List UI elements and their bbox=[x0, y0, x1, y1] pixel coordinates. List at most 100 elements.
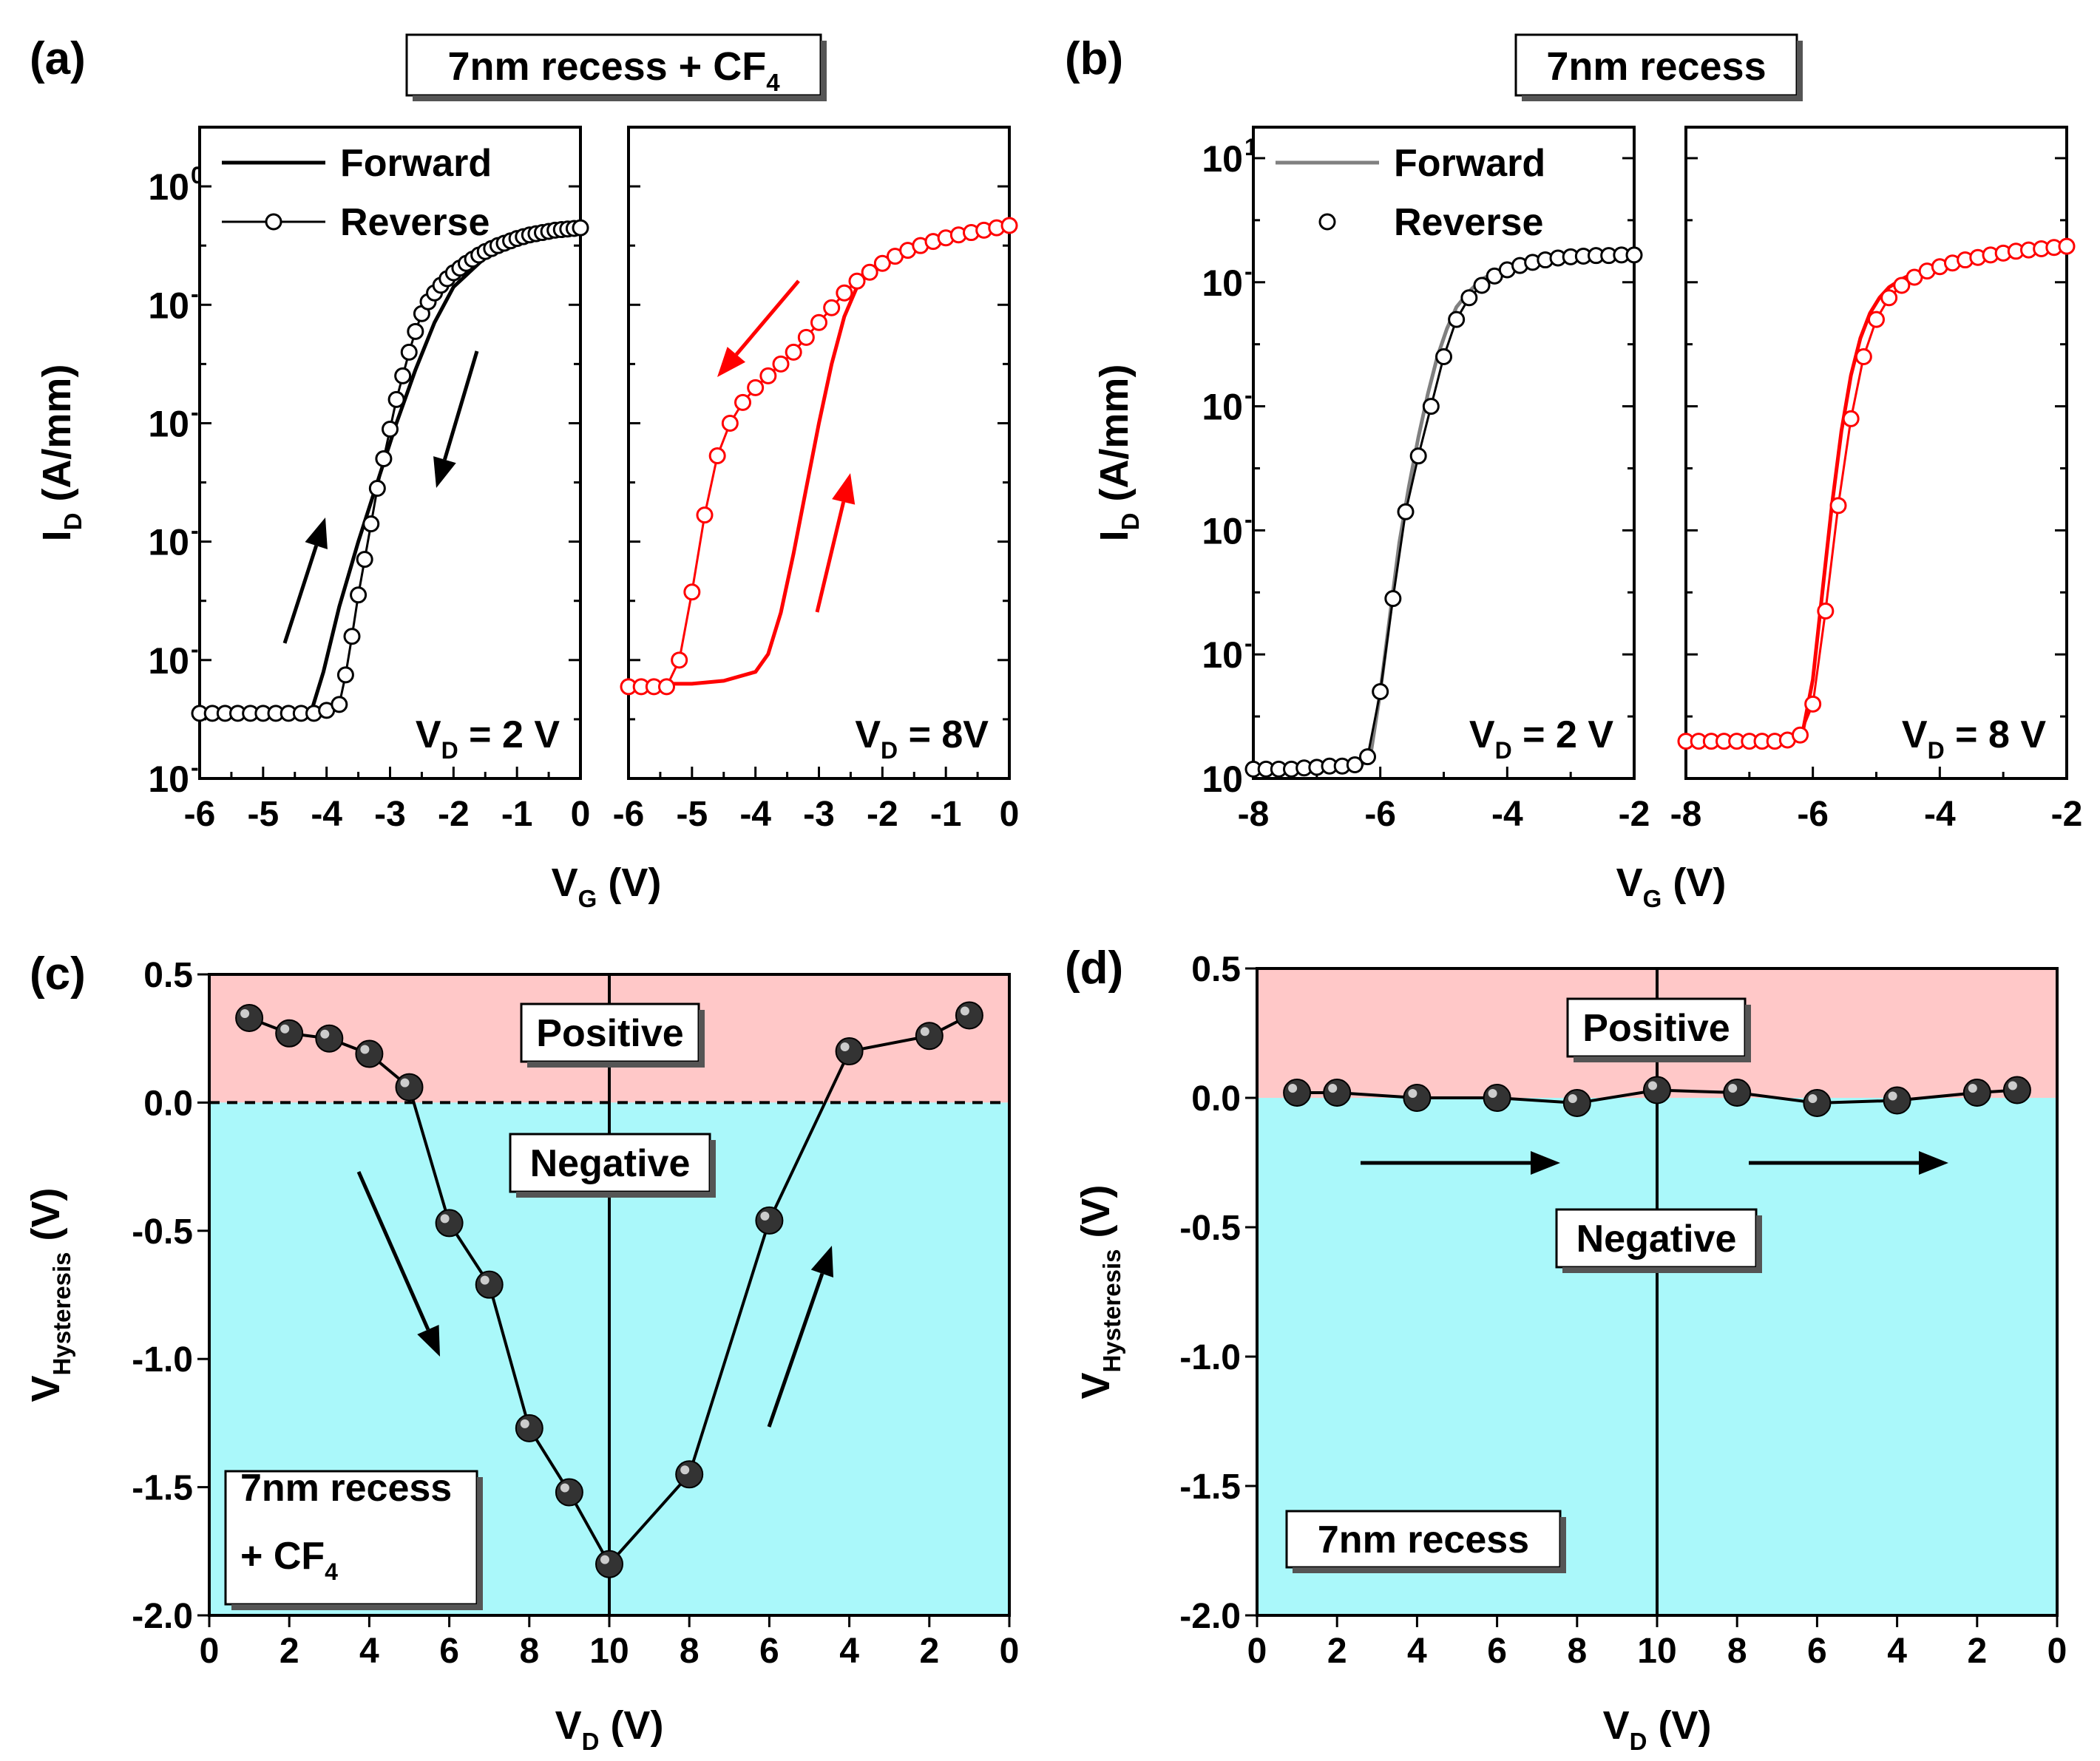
x-tick-label-b1: -8 bbox=[1670, 795, 1702, 834]
y-tick-label-c: -1.0 bbox=[132, 1340, 193, 1380]
reverse-marker bbox=[375, 450, 393, 468]
x-tick-label-d: 6 bbox=[1487, 1632, 1507, 1671]
reverse-marker bbox=[1868, 311, 1885, 328]
data-point-highlight bbox=[520, 1419, 529, 1428]
x-tick-label-a0: -5 bbox=[247, 795, 279, 834]
data-point-c bbox=[355, 1039, 384, 1068]
y-tick-label-b: 10 bbox=[1202, 510, 1243, 552]
x-tick-label-a1: -6 bbox=[613, 795, 645, 834]
title-b-box bbox=[1514, 33, 1798, 97]
reverse-marker bbox=[747, 379, 765, 396]
x-tick-label-c: 2 bbox=[280, 1632, 299, 1671]
x-tick-label-d: 6 bbox=[1807, 1632, 1827, 1671]
data-point-highlight bbox=[600, 1555, 609, 1564]
data-point-c bbox=[555, 1478, 583, 1507]
reverse-marker bbox=[1792, 726, 1809, 744]
data-point-c bbox=[395, 1073, 424, 1102]
data-point-c bbox=[915, 1022, 944, 1051]
reverse-marker bbox=[1625, 246, 1643, 264]
data-point-c bbox=[595, 1550, 623, 1578]
reverse-marker bbox=[1829, 497, 1847, 515]
reverse-marker bbox=[823, 299, 841, 316]
x-tick-label-a0: -1 bbox=[501, 795, 533, 834]
trend-arrow-down-c-head bbox=[417, 1324, 440, 1357]
x-axis-label-c: VD (V) bbox=[555, 1703, 664, 1755]
recess-label-c-box bbox=[224, 1470, 478, 1606]
reverse-marker bbox=[1435, 347, 1452, 365]
sweep-arrow-up-a2-head bbox=[832, 473, 856, 505]
reverse-marker bbox=[848, 272, 866, 290]
data-point-d bbox=[1883, 1086, 1911, 1115]
x-tick-label-a0: -6 bbox=[184, 795, 216, 834]
data-point-highlight bbox=[1888, 1091, 1897, 1101]
reverse-marker bbox=[671, 651, 688, 669]
data-point-highlight bbox=[480, 1275, 490, 1285]
trend-arrow-down-c bbox=[356, 1170, 440, 1357]
reverse-marker bbox=[387, 390, 405, 408]
reverse-marker bbox=[797, 328, 815, 346]
y-axis-label-d: VHysteresis (V) bbox=[1074, 1185, 1125, 1399]
positive-label-c: Positive bbox=[536, 1012, 683, 1055]
data-point-c bbox=[515, 1414, 543, 1442]
x-tick-label-c: 4 bbox=[359, 1632, 379, 1671]
data-point-highlight bbox=[1648, 1081, 1657, 1090]
reverse-marker bbox=[734, 393, 751, 411]
sweep-arrow-down-a1-head bbox=[433, 456, 456, 488]
x-tick-label-b1: -2 bbox=[2051, 795, 2083, 834]
data-point-d bbox=[1962, 1079, 1991, 1107]
legend-reverse-swatch-marker bbox=[1318, 213, 1336, 231]
data-point-c bbox=[755, 1206, 784, 1235]
trend-arrow-up-c bbox=[767, 1246, 834, 1428]
y-tick-label-d: -0.5 bbox=[1179, 1209, 1241, 1248]
reverse-marker bbox=[1880, 289, 1898, 307]
legend-reverse-label: Reverse bbox=[1394, 201, 1543, 244]
reverse-marker bbox=[356, 551, 373, 569]
negative-c-box bbox=[509, 1133, 711, 1193]
trend-arrow-right-d1-head bbox=[1531, 1151, 1560, 1175]
y-tick-label-b: 10 bbox=[1202, 387, 1243, 428]
reverse-marker bbox=[836, 284, 853, 302]
x-tick-label-b0: -4 bbox=[1491, 795, 1523, 834]
reverse-marker bbox=[1384, 590, 1402, 608]
data-point-c bbox=[275, 1019, 304, 1048]
data-point-c bbox=[315, 1024, 344, 1053]
reverse-marker bbox=[785, 343, 802, 361]
data-point-highlight bbox=[1568, 1094, 1577, 1103]
y-tick-label-c: -0.5 bbox=[132, 1212, 193, 1252]
data-point-c bbox=[435, 1209, 464, 1238]
data-point-d bbox=[1803, 1089, 1832, 1117]
vd-annotation-a0: VD = 2 V bbox=[416, 713, 560, 764]
panel-title-b: 7nm recess bbox=[1546, 44, 1766, 89]
reverse-marker bbox=[382, 420, 399, 438]
reverse-marker bbox=[708, 447, 726, 465]
legend-forward-label: Forward bbox=[340, 142, 492, 185]
x-tick-label-c: 0 bbox=[1000, 1632, 1020, 1671]
reverse-marker bbox=[394, 367, 412, 384]
x-tick-label-a1: -5 bbox=[676, 795, 708, 834]
data-point-d bbox=[1323, 1079, 1352, 1107]
y-tick-label-a: 10 bbox=[148, 522, 189, 563]
reverse-marker bbox=[1397, 503, 1415, 520]
y-axis-label-b: ID (A/mm) bbox=[1092, 364, 1144, 542]
trend-arrow-right-d2-head bbox=[1919, 1151, 1948, 1175]
plot-frame-a1 bbox=[627, 126, 1011, 780]
x-tick-label-c: 8 bbox=[680, 1632, 700, 1671]
data-point-highlight bbox=[760, 1211, 770, 1221]
x-tick-label-a0: -2 bbox=[438, 795, 470, 834]
panel-label-c: (c) bbox=[30, 949, 86, 1000]
reverse-marker bbox=[772, 355, 790, 373]
reverse-marker bbox=[1409, 447, 1427, 465]
sweep-arrow-down-a2-head bbox=[717, 347, 746, 377]
data-point-highlight bbox=[1488, 1089, 1497, 1098]
reverse-marker bbox=[1359, 748, 1376, 766]
recess-label-d: 7nm recess bbox=[1318, 1519, 1529, 1561]
x-tick-label-b0: -2 bbox=[1619, 795, 1650, 834]
reverse-marker bbox=[658, 678, 675, 696]
reverse-marker bbox=[2058, 237, 2076, 255]
negative-d-shadow bbox=[1562, 1267, 1762, 1273]
recess-label-d-shadow bbox=[1560, 1517, 1566, 1573]
data-point-c bbox=[235, 1003, 264, 1032]
reverse-marker bbox=[873, 254, 891, 272]
positive-c-shadow bbox=[699, 1010, 705, 1068]
